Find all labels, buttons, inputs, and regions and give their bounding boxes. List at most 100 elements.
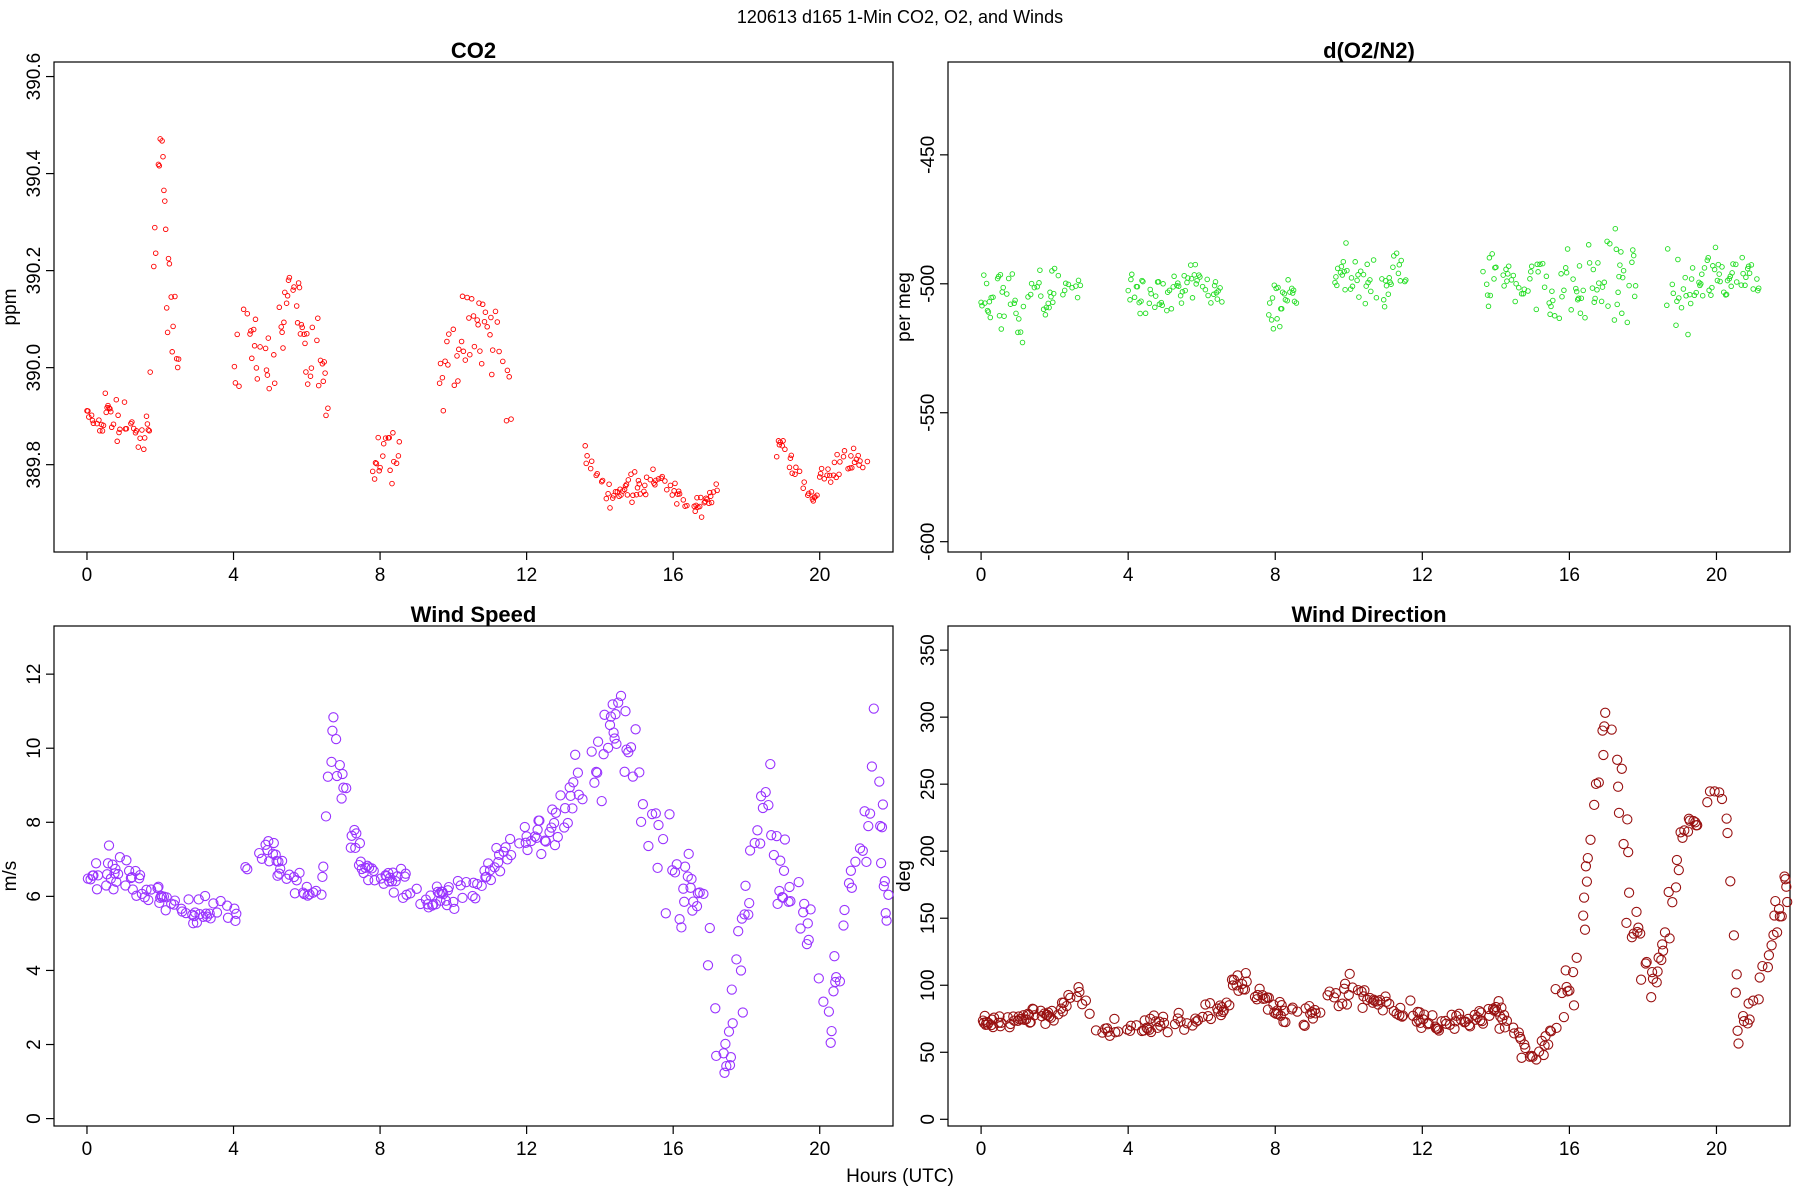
wind-direction-point [1613, 807, 1625, 819]
co2-point [494, 319, 501, 325]
wind-speed-point [500, 842, 511, 853]
co2-x-tick-label: 16 [663, 565, 684, 586]
wind-direction-point [1582, 852, 1593, 864]
wind-direction-point [1169, 1018, 1181, 1030]
o2-point [1508, 277, 1515, 283]
o2-point [1505, 263, 1512, 269]
o2-point [1210, 291, 1217, 298]
o2-point [1503, 266, 1509, 273]
co2-point [97, 428, 103, 434]
o2-point [1148, 290, 1154, 297]
wind-direction-point [1337, 998, 1348, 1009]
wind-direction-point [1641, 956, 1652, 968]
o2-point [1596, 280, 1602, 286]
o2-point [1742, 282, 1748, 289]
co2-point [371, 476, 378, 482]
wind-speed-point [102, 858, 114, 869]
wind-direction-point [1063, 989, 1074, 1001]
o2-point [1061, 287, 1068, 294]
wind-speed-point [514, 838, 525, 849]
wind-speed-point [143, 894, 154, 906]
co2-point [297, 331, 304, 337]
o2-point [1175, 280, 1181, 286]
o2-point [1491, 276, 1497, 282]
wind-speed-point [457, 892, 468, 904]
wind-direction-point [1773, 903, 1785, 915]
co2-point [801, 479, 807, 485]
wind-speed-point [153, 881, 164, 892]
co2-panel-title: CO2 [451, 38, 496, 63]
wind-direction-point [1330, 988, 1342, 999]
o2-point [1152, 293, 1159, 299]
wind-speed-point [383, 867, 394, 879]
o2-point [1513, 280, 1519, 287]
wind-speed-point [805, 904, 816, 915]
wind-speed-point [881, 915, 892, 926]
co2-point [662, 478, 668, 484]
wind-speed-point [763, 799, 774, 811]
wind-direction-point [1683, 813, 1695, 824]
wind-direction-point [1551, 1022, 1562, 1034]
wind-speed-point [698, 888, 709, 900]
wind-speed-point [467, 890, 478, 902]
co2-point [152, 250, 159, 256]
o2-point [1388, 281, 1394, 287]
o2-point [997, 271, 1004, 278]
co2-point [254, 376, 261, 382]
wind-speed-y-tick-label: 6 [24, 891, 45, 902]
co2-point [487, 332, 493, 338]
o2-point [1605, 303, 1611, 309]
wind-direction-point [1280, 1016, 1291, 1028]
wind-speed-point [883, 889, 894, 900]
o2-point [1204, 276, 1210, 283]
wind-speed-point [731, 954, 742, 965]
wind-direction-point [1333, 1000, 1344, 1012]
wind-speed-point [114, 852, 126, 863]
o2-point [1373, 294, 1380, 301]
co2-point [633, 491, 640, 498]
o2-point [1205, 292, 1211, 299]
wind-direction-point [1145, 1013, 1156, 1024]
o2-point [1007, 301, 1014, 307]
co2-point [144, 421, 151, 427]
o2-point [1563, 269, 1570, 276]
co2-point [165, 255, 172, 262]
co2-point [789, 470, 795, 476]
co2-point [276, 304, 283, 311]
co2-point [488, 314, 494, 321]
co2-point [805, 490, 812, 497]
co2-point [232, 380, 239, 386]
wind-speed-point [592, 736, 604, 747]
wind-direction-point [1616, 763, 1627, 774]
co2-point [582, 443, 588, 449]
o2-point [1611, 317, 1618, 323]
o2-point [1159, 302, 1165, 309]
co2-point [481, 318, 488, 325]
co2-point [630, 492, 636, 499]
o2-point [1348, 275, 1355, 281]
wind-speed-point [485, 874, 497, 886]
o2-point [1364, 261, 1370, 268]
co2-point [787, 455, 794, 461]
wind-direction-point [1677, 832, 1688, 843]
wind-direction-point [1762, 962, 1774, 973]
o2-point [981, 272, 987, 278]
wind-direction-point [1671, 854, 1683, 866]
co2-point [315, 315, 321, 321]
o2-point [1607, 240, 1613, 247]
co2-point [684, 502, 690, 509]
co2-point [671, 488, 677, 494]
o2-point [1160, 281, 1166, 287]
co2-point [395, 453, 402, 459]
o2-point [1729, 270, 1735, 276]
o2-point [1578, 295, 1585, 301]
o2-point [1562, 265, 1569, 271]
wind-speed-point [627, 771, 639, 782]
co2-point [293, 303, 300, 309]
wind-speed-point [755, 838, 766, 849]
co2-point [466, 315, 472, 321]
wind-speed-point [494, 866, 506, 877]
o2-point [1687, 300, 1694, 307]
o2-point [1614, 301, 1620, 308]
o2-point [1074, 294, 1081, 301]
